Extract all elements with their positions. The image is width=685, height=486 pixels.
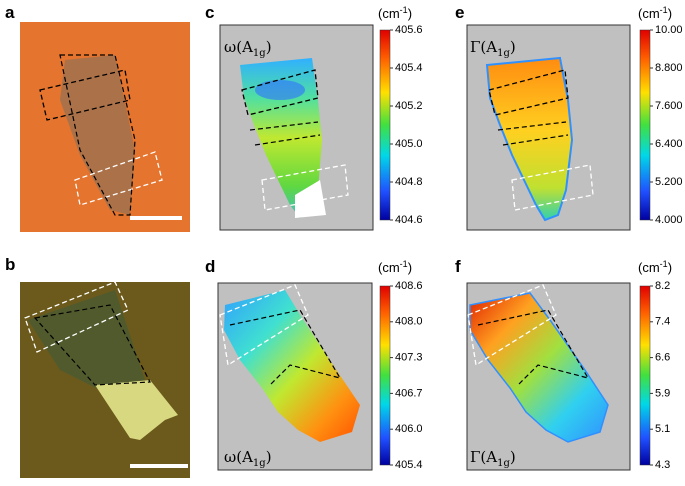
colorbar-tick-label: 405.0 <box>395 138 423 150</box>
outline <box>249 121 321 146</box>
unit-label: (cm-1) <box>378 259 412 275</box>
raman-map <box>224 290 360 442</box>
unit-base: (cm <box>638 6 660 21</box>
colorbar-tick-label: 8.2 <box>655 280 670 292</box>
colorbar-tick-label: 408.0 <box>395 316 423 328</box>
map-label-main: Γ(A <box>470 38 497 56</box>
outline <box>261 164 349 211</box>
unit-sup: -1 <box>400 259 408 269</box>
colorbar-tick-label: 5.1 <box>655 423 670 435</box>
map-label-close: ) <box>266 38 272 56</box>
outline <box>39 69 131 121</box>
colorbar-tick-label: 5.9 <box>655 387 670 399</box>
map-label-close: ) <box>510 38 516 56</box>
map-label-main: ω(A <box>224 448 253 466</box>
unit-base: (cm <box>378 6 400 21</box>
outline <box>488 69 569 116</box>
map-label-sub: 1g <box>253 48 266 59</box>
unit-sup: -1 <box>660 5 668 15</box>
map-label-sub: 1g <box>253 458 266 469</box>
map-label-sub: 1g <box>497 48 510 59</box>
colorbar-tick-label: 408.6 <box>395 280 423 292</box>
colorbar <box>379 285 391 466</box>
outline <box>74 151 163 206</box>
unit-close: ) <box>668 6 672 21</box>
unit-sup: -1 <box>660 259 668 269</box>
colorbar-tick-label: 8.800 <box>655 62 683 74</box>
outline <box>33 304 151 386</box>
flake <box>95 380 178 440</box>
colorbar-tick-label: 4.3 <box>655 459 670 471</box>
unit-label: (cm-1) <box>638 5 672 21</box>
outline <box>477 309 590 386</box>
outline <box>241 69 319 116</box>
map-label: ω(A1g) <box>224 38 272 59</box>
map-label-close: ) <box>266 448 272 466</box>
colorbar-tick-label: 405.4 <box>395 62 423 74</box>
map-label: Γ(A1g) <box>470 448 516 469</box>
panel-label: b <box>5 255 15 274</box>
map-label-main: Γ(A <box>470 448 497 466</box>
colorbar-tick-label: 405.6 <box>395 24 423 36</box>
panel-label: d <box>205 257 215 276</box>
colorbar-tick-label: 4.000 <box>655 214 683 226</box>
colorbar-tick-label: 7.600 <box>655 100 683 112</box>
unit-close: ) <box>668 260 672 275</box>
flake <box>28 290 145 390</box>
unit-base: (cm <box>378 260 400 275</box>
panel-label: a <box>5 3 15 22</box>
map-region <box>295 180 326 218</box>
outline <box>24 281 129 353</box>
colorbar-tick-label: 404.8 <box>395 176 423 188</box>
colorbar <box>639 285 651 466</box>
map-label: Γ(A1g) <box>470 38 516 59</box>
unit-base: (cm <box>638 260 660 275</box>
map-label-close: ) <box>510 448 516 466</box>
colorbar-tick-label: 405.4 <box>395 459 423 471</box>
colorbar-tick-label: 407.3 <box>395 352 423 364</box>
outline <box>511 164 594 211</box>
outline <box>219 284 309 367</box>
panel-label: e <box>455 3 464 22</box>
panel-label: f <box>455 257 461 276</box>
raman-map <box>469 292 609 443</box>
colorbar-tick-label: 5.200 <box>655 176 683 188</box>
raman-map <box>485 56 574 222</box>
unit-label: (cm-1) <box>638 259 672 275</box>
outline <box>497 121 569 146</box>
outline <box>59 54 136 216</box>
colorbar-tick-label: 10.00 <box>655 24 683 36</box>
map-label: ω(A1g) <box>224 448 272 469</box>
colorbar-tick-label: 406.0 <box>395 423 423 435</box>
unit-close: ) <box>408 6 412 21</box>
colorbar-tick-label: 405.2 <box>395 100 423 112</box>
raman-map <box>240 58 322 218</box>
colorbar-tick-label: 406.7 <box>395 387 423 399</box>
colorbar <box>639 29 651 221</box>
panel-label: c <box>205 3 214 22</box>
colorbar-tick-label: 6.400 <box>655 138 683 150</box>
unit-sup: -1 <box>400 5 408 15</box>
flake <box>60 55 135 215</box>
unit-close: ) <box>408 260 412 275</box>
map-region <box>255 80 305 100</box>
colorbar-tick-label: 7.4 <box>655 316 670 328</box>
colorbar-tick-label: 404.6 <box>395 214 423 226</box>
map-label-sub: 1g <box>497 458 510 469</box>
map-label-main: ω(A <box>224 38 253 56</box>
outline <box>467 284 557 367</box>
outline <box>229 309 342 386</box>
colorbar <box>379 29 391 221</box>
unit-label: (cm-1) <box>378 5 412 21</box>
colorbar-tick-label: 6.6 <box>655 352 670 364</box>
